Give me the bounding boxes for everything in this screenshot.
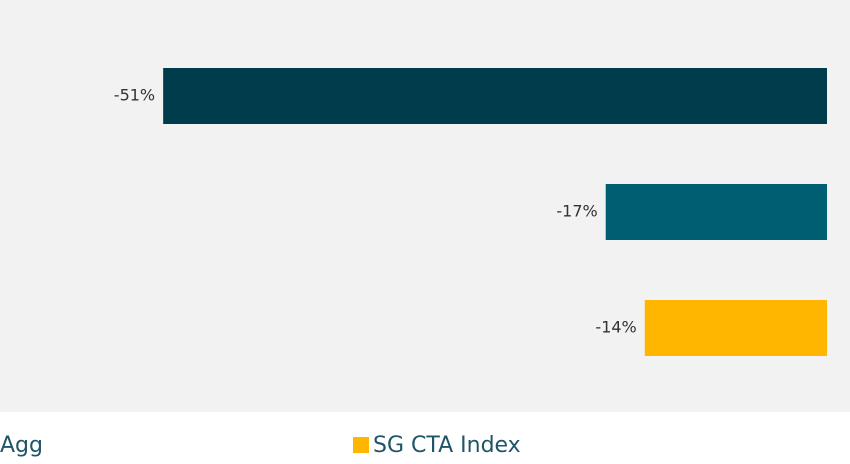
legend-swatch <box>353 437 369 453</box>
value-label: -17% <box>556 202 597 221</box>
bar <box>644 300 827 356</box>
bar <box>163 68 827 124</box>
value-label: -51% <box>114 86 155 105</box>
bar <box>605 184 827 240</box>
value-label: -14% <box>595 318 636 337</box>
legend-label: SG CTA Index <box>373 433 521 458</box>
legend-label: Agg <box>0 433 43 458</box>
